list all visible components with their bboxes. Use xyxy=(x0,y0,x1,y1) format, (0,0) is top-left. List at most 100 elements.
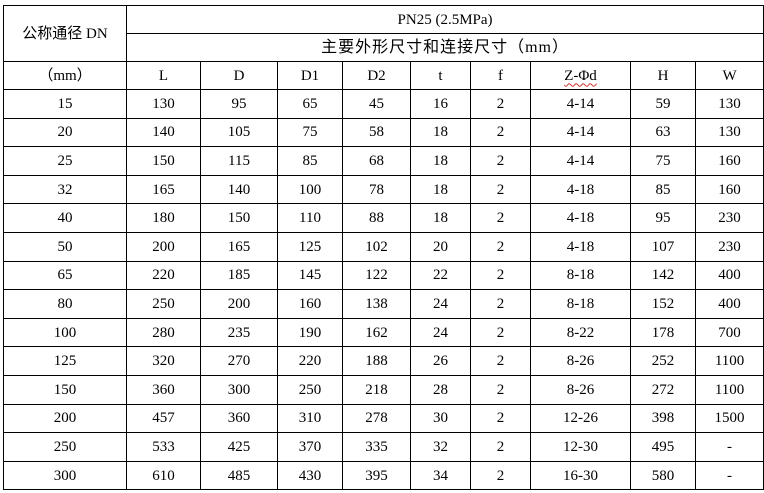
table-row: 32 165 140 100 78 18 2 4-18 85 160 xyxy=(3,174,764,205)
column-header: H xyxy=(630,61,696,90)
table-row: 150 360 300 250 218 28 2 8-26 272 1100 xyxy=(3,374,764,405)
table-cell: 18 xyxy=(410,174,471,205)
table-cell: 4-18 xyxy=(530,203,631,233)
table-cell: 2 xyxy=(470,317,531,348)
table-row: 15 130 95 65 45 16 2 4-14 59 130 xyxy=(3,89,764,119)
table-cell: 2 xyxy=(470,432,531,462)
table-cell: 2 xyxy=(470,231,531,262)
table-row: 65 220 185 145 122 22 2 8-18 142 400 xyxy=(3,260,764,291)
column-header: W xyxy=(694,61,764,90)
dimensions-table: 公称通径 DN PN25 (2.5MPa) 主要外形尺寸和连接尺寸（mm） （m… xyxy=(3,5,764,491)
table-cell: 8-26 xyxy=(530,346,631,376)
table-cell: 110 xyxy=(277,203,343,233)
table-cell: 272 xyxy=(630,374,696,405)
table-cell: 533 xyxy=(126,432,201,462)
table-cell: 252 xyxy=(630,346,696,376)
table-row: 125 320 270 220 188 26 2 8-26 252 1100 xyxy=(3,346,764,376)
table-cell: 12-30 xyxy=(530,432,631,462)
table-cell: 18 xyxy=(410,146,471,176)
table-cell: 150 xyxy=(126,146,201,176)
table-cell: 32 xyxy=(410,432,471,462)
table-cell: 310 xyxy=(277,403,343,434)
dn-cell: 250 xyxy=(3,432,127,462)
column-header-label: t xyxy=(438,67,443,84)
table-cell: 4-14 xyxy=(530,117,631,148)
column-header: Z-Φd xyxy=(530,61,631,90)
column-header-label: f xyxy=(498,67,503,84)
table-cell: 370 xyxy=(277,432,343,462)
table-cell: 230 xyxy=(694,203,764,233)
dn-header: 公称通径 DN xyxy=(3,5,127,62)
table-cell: 65 xyxy=(277,89,343,119)
dn-cell: 125 xyxy=(3,346,127,376)
table-row: 25 150 115 85 68 18 2 4-14 75 160 xyxy=(3,146,764,176)
table-cell: 105 xyxy=(200,117,278,148)
table-cell: 85 xyxy=(277,146,343,176)
table-cell: 78 xyxy=(342,174,411,205)
table-cell: 1100 xyxy=(694,374,764,405)
table-cell: 2 xyxy=(470,403,531,434)
dn-cell: 200 xyxy=(3,403,127,434)
table-cell: 200 xyxy=(126,231,201,262)
table-cell: 26 xyxy=(410,346,471,376)
table-row: 20 140 105 75 58 18 2 4-14 63 130 xyxy=(3,117,764,148)
table-cell: 395 xyxy=(342,460,411,491)
column-header-label: W xyxy=(722,67,737,84)
table-cell: 85 xyxy=(630,174,696,205)
dn-unit: （mm） xyxy=(3,61,127,90)
dn-cell: 300 xyxy=(3,460,127,491)
table-cell: 1500 xyxy=(694,403,764,434)
dn-cell: 15 xyxy=(3,89,127,119)
table-cell: 140 xyxy=(200,174,278,205)
table-cell: 200 xyxy=(200,289,278,319)
table-cell: 2 xyxy=(470,374,531,405)
table-row: 40 180 150 110 88 18 2 4-18 95 230 xyxy=(3,203,764,233)
table-cell: 18 xyxy=(410,203,471,233)
pressure-header: PN25 (2.5MPa) xyxy=(125,5,764,34)
table-row: 100 280 235 190 162 24 2 8-22 178 700 xyxy=(3,317,764,348)
dims-header: 主要外形尺寸和连接尺寸（mm） xyxy=(125,33,764,62)
header-row-pressure: 公称通径 DN PN25 (2.5MPa) xyxy=(3,5,764,62)
table-cell: 185 xyxy=(200,260,278,291)
table-cell: 162 xyxy=(342,317,411,348)
dn-cell: 80 xyxy=(3,289,127,319)
column-header: L xyxy=(126,61,201,90)
table-cell: 28 xyxy=(410,374,471,405)
table-cell: 145 xyxy=(277,260,343,291)
table-cell: 160 xyxy=(694,174,764,205)
column-header: D2 xyxy=(342,61,411,90)
table-cell: 700 xyxy=(694,317,764,348)
table-cell: 165 xyxy=(126,174,201,205)
table-cell: 8-26 xyxy=(530,374,631,405)
dn-cell: 50 xyxy=(3,231,127,262)
table-cell: 130 xyxy=(694,89,764,119)
table-cell: 425 xyxy=(200,432,278,462)
column-header-label: H xyxy=(657,67,669,84)
table-cell: 4-14 xyxy=(530,89,631,119)
table-cell: 88 xyxy=(342,203,411,233)
table-cell: 75 xyxy=(277,117,343,148)
table-cell: 95 xyxy=(630,203,696,233)
table-cell: 16 xyxy=(410,89,471,119)
table-cell: 178 xyxy=(630,317,696,348)
table-cell: 220 xyxy=(277,346,343,376)
column-header-label: D1 xyxy=(300,67,320,84)
dn-cell: 100 xyxy=(3,317,127,348)
table-cell: 140 xyxy=(126,117,201,148)
table-cell: 4-14 xyxy=(530,146,631,176)
table-cell: 16-30 xyxy=(530,460,631,491)
table-cell: 152 xyxy=(630,289,696,319)
table-cell: 360 xyxy=(200,403,278,434)
table-cell: 68 xyxy=(342,146,411,176)
table-row: 200 457 360 310 278 30 2 12-26 398 1500 xyxy=(3,403,764,434)
table-cell: 2 xyxy=(470,289,531,319)
table-cell: 22 xyxy=(410,260,471,291)
table-cell: 580 xyxy=(630,460,696,491)
table-cell: 142 xyxy=(630,260,696,291)
table-cell: 160 xyxy=(277,289,343,319)
table-cell: 2 xyxy=(470,460,531,491)
column-header-label: D2 xyxy=(367,67,386,84)
table-cell: 457 xyxy=(126,403,201,434)
table-cell: 218 xyxy=(342,374,411,405)
table-cell: 250 xyxy=(277,374,343,405)
